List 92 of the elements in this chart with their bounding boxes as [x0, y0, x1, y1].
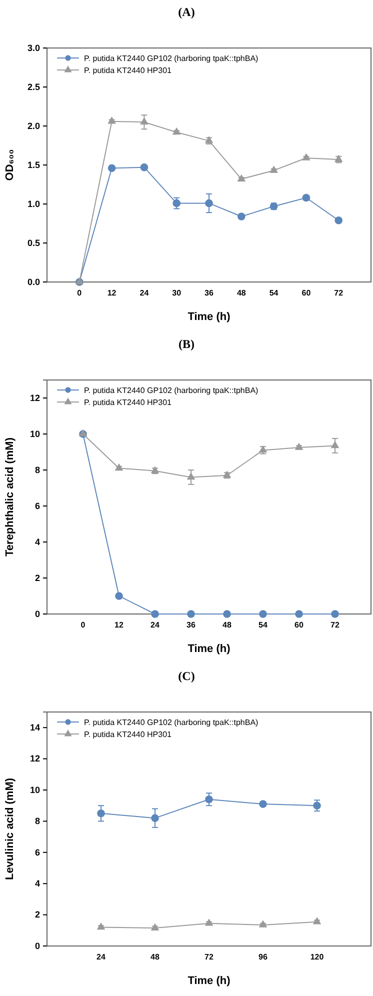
point [205, 199, 213, 208]
chart-title: (C) [178, 669, 195, 683]
x-tick-label: 72 [204, 952, 214, 962]
point [140, 117, 148, 125]
point [294, 442, 304, 450]
point [334, 216, 343, 224]
x-tick-label: 72 [330, 620, 340, 630]
x-tick-label: 12 [107, 288, 117, 298]
x-tick-label: 120 [310, 952, 324, 962]
x-tick-label: 54 [269, 288, 279, 298]
legend-label: P. putida KT2440 GP102 (harboring tpaK::tphBA) [84, 718, 259, 727]
point [97, 810, 105, 818]
y-tick-label: 8 [34, 816, 40, 826]
point [96, 922, 106, 930]
point [331, 610, 339, 618]
y-tick-label: 2 [34, 910, 40, 920]
x-axis-title: Time (h) [188, 311, 231, 323]
x-tick-label: 72 [334, 288, 344, 298]
y-tick-label: 0.5 [27, 238, 40, 248]
y-tick-label: 10 [30, 784, 40, 795]
y-tick-label: 0 [34, 940, 40, 951]
point [302, 153, 310, 160]
point [295, 610, 303, 618]
point [223, 610, 231, 618]
y-tick-label: 14 [30, 722, 40, 732]
x-tick-label: 48 [236, 288, 246, 298]
x-tick-label: 36 [204, 288, 214, 298]
point [115, 592, 123, 600]
legend-label: P. putida KT2440 GP102 (harboring tpaK::tphBA) [84, 54, 259, 63]
point [237, 212, 246, 220]
legend-label: P. putida KT2440 HP301 [84, 730, 172, 739]
y-tick-label: 0 [34, 608, 40, 619]
x-tick-label: 0 [80, 620, 86, 630]
x-tick-label: 60 [302, 288, 312, 298]
point [172, 199, 181, 208]
x-tick-label: 36 [186, 620, 196, 630]
x-tick-label: 48 [222, 620, 232, 630]
y-tick-label: 2.5 [27, 82, 40, 92]
y-tick-label: 2.0 [27, 120, 40, 131]
chart-title: (B) [178, 337, 194, 351]
point [172, 127, 181, 135]
point [204, 918, 214, 926]
y-tick-label: 12 [30, 392, 40, 403]
y-tick-label: 6 [34, 847, 40, 858]
x-axis-title: Time (h) [188, 643, 231, 655]
x-tick-label: 12 [114, 620, 124, 630]
point [270, 166, 278, 173]
y-tick-label: 1.0 [27, 198, 40, 209]
x-tick-label: 24 [150, 620, 160, 630]
point [151, 610, 159, 618]
point [108, 164, 116, 172]
y-tick-label: 4 [34, 536, 40, 547]
point [186, 472, 196, 480]
point [205, 795, 213, 804]
point [312, 917, 322, 924]
x-tick-label: 96 [258, 952, 268, 962]
point [108, 116, 116, 124]
chart-title: (A) [178, 5, 195, 19]
y-axis-title: Levulinic acid (mM) [4, 778, 16, 880]
y-axis-title: OD₆₀₀ [4, 149, 16, 181]
x-tick-label: 24 [96, 952, 106, 962]
x-tick-label: 60 [294, 620, 304, 630]
legend-label: P. putida KT2440 GP102 (harboring tpaK::tphBA) [84, 386, 259, 395]
y-tick-label: 8 [34, 464, 40, 475]
point [187, 610, 195, 618]
y-tick-label: 4 [34, 878, 40, 888]
y-tick-label: 12 [30, 754, 40, 764]
y-tick-label: 0.0 [27, 276, 40, 287]
point [237, 174, 246, 182]
legend-label: P. putida KT2440 HP301 [84, 66, 172, 75]
point [259, 800, 267, 808]
x-tick-label: 24 [140, 288, 150, 298]
y-tick-label: 1.5 [27, 160, 40, 170]
x-tick-label: 54 [258, 620, 268, 630]
y-tick-label: 3.0 [27, 42, 40, 53]
point [151, 814, 159, 822]
y-axis-title: Terephthalic acid (mM) [4, 437, 16, 556]
x-tick-label: 48 [150, 952, 160, 962]
x-tick-label: 30 [172, 288, 182, 298]
x-axis-title: Time (h) [188, 975, 231, 987]
x-tick-label: 0 [77, 288, 82, 298]
point [140, 163, 148, 172]
point [258, 920, 268, 928]
y-tick-label: 2 [34, 572, 40, 583]
point [114, 463, 124, 471]
point [330, 440, 340, 448]
y-tick-label: 10 [30, 428, 40, 439]
legend-label: P. putida KT2440 HP301 [84, 398, 172, 407]
point [150, 923, 160, 930]
point [259, 610, 267, 618]
point [313, 802, 321, 810]
y-tick-label: 6 [34, 500, 40, 511]
